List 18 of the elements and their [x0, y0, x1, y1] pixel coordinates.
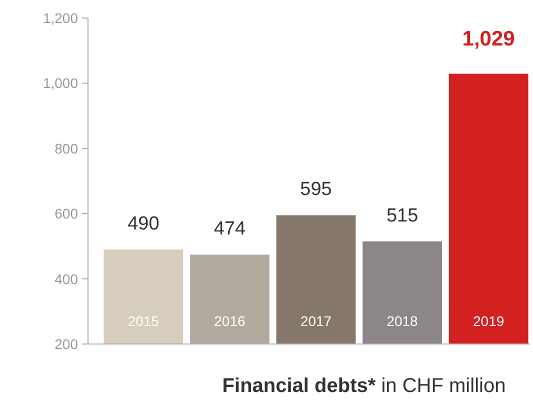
- y-tick-label: 400: [54, 270, 78, 287]
- y-tick-label: 600: [54, 206, 78, 222]
- x-tick-label: 2015: [128, 313, 160, 329]
- x-tick-label: 2019: [473, 313, 504, 329]
- text: Financial debts*: [222, 375, 376, 397]
- x-tick-label: 2018: [386, 313, 418, 329]
- y-tick-label: 800: [54, 140, 78, 156]
- data-label: 515: [386, 205, 418, 226]
- y-tick-label: 1,000: [42, 75, 78, 92]
- data-label: 595: [300, 179, 332, 200]
- y-tick-label: 1,200: [42, 10, 78, 26]
- x-tick-label: 2017: [300, 313, 332, 329]
- text: in CHF million: [376, 375, 506, 397]
- data-label: 1,029: [462, 28, 515, 51]
- data-label: 490: [128, 213, 160, 234]
- y-tick-label: 200: [54, 336, 78, 352]
- x-tick-label: 2016: [214, 313, 246, 329]
- data-label: 474: [214, 218, 246, 240]
